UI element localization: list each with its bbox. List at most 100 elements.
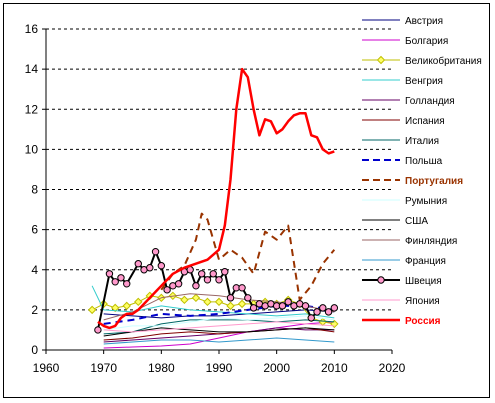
series-13-point-5 — [134, 260, 142, 268]
series-14-group — [103, 321, 335, 333]
series-13-point-21 — [226, 294, 235, 302]
series-3-group — [91, 285, 335, 319]
x-tick-label-1970: 1970 — [90, 361, 117, 375]
series-9-group — [103, 315, 335, 331]
series-2-point-12 — [226, 301, 235, 311]
series-2-point-20 — [318, 317, 328, 327]
series-13-point-30 — [278, 302, 287, 310]
series-15-line — [97, 67, 335, 330]
series-13-point-12 — [174, 280, 183, 288]
series-13-point-25 — [249, 304, 258, 312]
legend-label-11: Финляндия — [405, 236, 457, 247]
axes: 0 2 4 6 8 10 12 14 16 1960 1970 1980 1990 2000 2010 202… — [25, 22, 406, 375]
legend-label-12: Франция — [405, 256, 446, 267]
series-2-point-4 — [134, 297, 143, 307]
series-0-group — [103, 309, 335, 319]
series-13-point-9 — [157, 262, 166, 270]
series-13-point-34 — [301, 302, 310, 310]
grid-lines — [46, 28, 392, 311]
series-8-group — [160, 212, 336, 301]
series-2-point-13 — [237, 299, 247, 309]
x-tick-label-2020: 2020 — [379, 361, 406, 375]
series-13-point-19 — [215, 276, 223, 284]
series-10-line — [103, 327, 335, 337]
legend-label-1: Болгария — [405, 36, 448, 47]
series-2-point-11 — [214, 297, 224, 307]
legend-label-15: Россия — [405, 316, 441, 327]
legend-label-9: Румыния — [405, 196, 447, 207]
legend-label-2: Великобритания — [405, 55, 482, 67]
x-tick-label-2010: 2010 — [321, 361, 348, 375]
x-tick-label-1990: 1990 — [206, 361, 233, 375]
series-13-point-1 — [105, 270, 114, 278]
y-tick-label-12: 12 — [25, 102, 39, 116]
y-tick-label-4: 4 — [31, 263, 38, 277]
series-8-line — [160, 212, 336, 301]
series-13-point-37 — [319, 304, 327, 312]
legend-marker-13 — [377, 276, 385, 284]
legend: Австрия Болгария Великобритания Венгрия Голл… — [362, 16, 482, 327]
series-13-group — [94, 247, 339, 334]
series-0-line — [103, 309, 335, 319]
series-2-point-9 — [191, 293, 201, 303]
y-tick-label-0: 0 — [31, 343, 38, 357]
y-tick-label-14: 14 — [25, 62, 39, 76]
y-tick-label-6: 6 — [31, 223, 38, 237]
series-13-point-16 — [198, 270, 206, 278]
x-tick-label-1980: 1980 — [148, 361, 175, 375]
y-tick-label-8: 8 — [31, 183, 38, 197]
series-9-line — [103, 315, 335, 331]
series-12-group — [103, 337, 335, 345]
series-2-point-2 — [110, 303, 120, 313]
series-6-group — [103, 319, 335, 335]
series-13-point-3 — [117, 274, 125, 282]
series-13-point-2 — [111, 278, 119, 286]
series-lines — [87, 67, 339, 349]
series-13-point-20 — [221, 268, 229, 276]
series-14-line — [103, 321, 335, 333]
legend-marker-2 — [376, 55, 386, 65]
series-10-group — [103, 327, 335, 337]
series-13-point-35 — [307, 314, 315, 322]
series-2-point-0 — [87, 305, 97, 315]
x-tick-label-2000: 2000 — [263, 361, 290, 375]
legend-label-7: Польша — [405, 156, 443, 167]
series-13-point-4 — [123, 280, 131, 288]
series-13-point-7 — [146, 264, 154, 272]
series-1-group — [103, 321, 335, 349]
y-tick-label-16: 16 — [25, 22, 39, 36]
legend-label-14: Япония — [405, 296, 440, 307]
series-2-line — [91, 295, 335, 325]
series-13-point-15 — [192, 282, 200, 290]
legend-label-13: Швеция — [405, 276, 442, 287]
legend-label-3: Венгрия — [405, 76, 443, 87]
series-13-point-36 — [313, 308, 321, 316]
series-13-point-39 — [330, 304, 339, 312]
series-13-point-10 — [163, 286, 171, 294]
y-tick-label-10: 10 — [25, 142, 39, 156]
series-13-point-24 — [244, 294, 252, 302]
legend-label-4: Голландия — [405, 96, 455, 107]
legend-label-8: Португалия — [405, 176, 463, 187]
series-6-line — [103, 319, 335, 335]
x-tick-label-1960: 1960 — [33, 361, 60, 375]
series-3-line — [91, 285, 335, 319]
y-tick-label-2: 2 — [31, 303, 38, 317]
series-1-line — [103, 321, 335, 349]
series-13-point-38 — [324, 308, 333, 316]
series-15-group — [97, 67, 335, 330]
series-13-point-31 — [284, 298, 292, 306]
legend-label-6: Италия — [405, 136, 439, 147]
legend-label-10: США — [405, 216, 428, 227]
series-12-line — [103, 337, 335, 345]
series-13-point-0 — [94, 326, 102, 334]
series-2-point-3 — [122, 301, 131, 311]
series-13-point-8 — [151, 247, 160, 256]
series-13-point-23 — [238, 284, 246, 292]
legend-label-5: Испания — [405, 116, 445, 127]
legend-label-0: Австрия — [405, 16, 443, 27]
series-13-point-18 — [209, 270, 217, 278]
series-2-point-10 — [203, 297, 212, 307]
series-2-point-8 — [180, 295, 189, 305]
